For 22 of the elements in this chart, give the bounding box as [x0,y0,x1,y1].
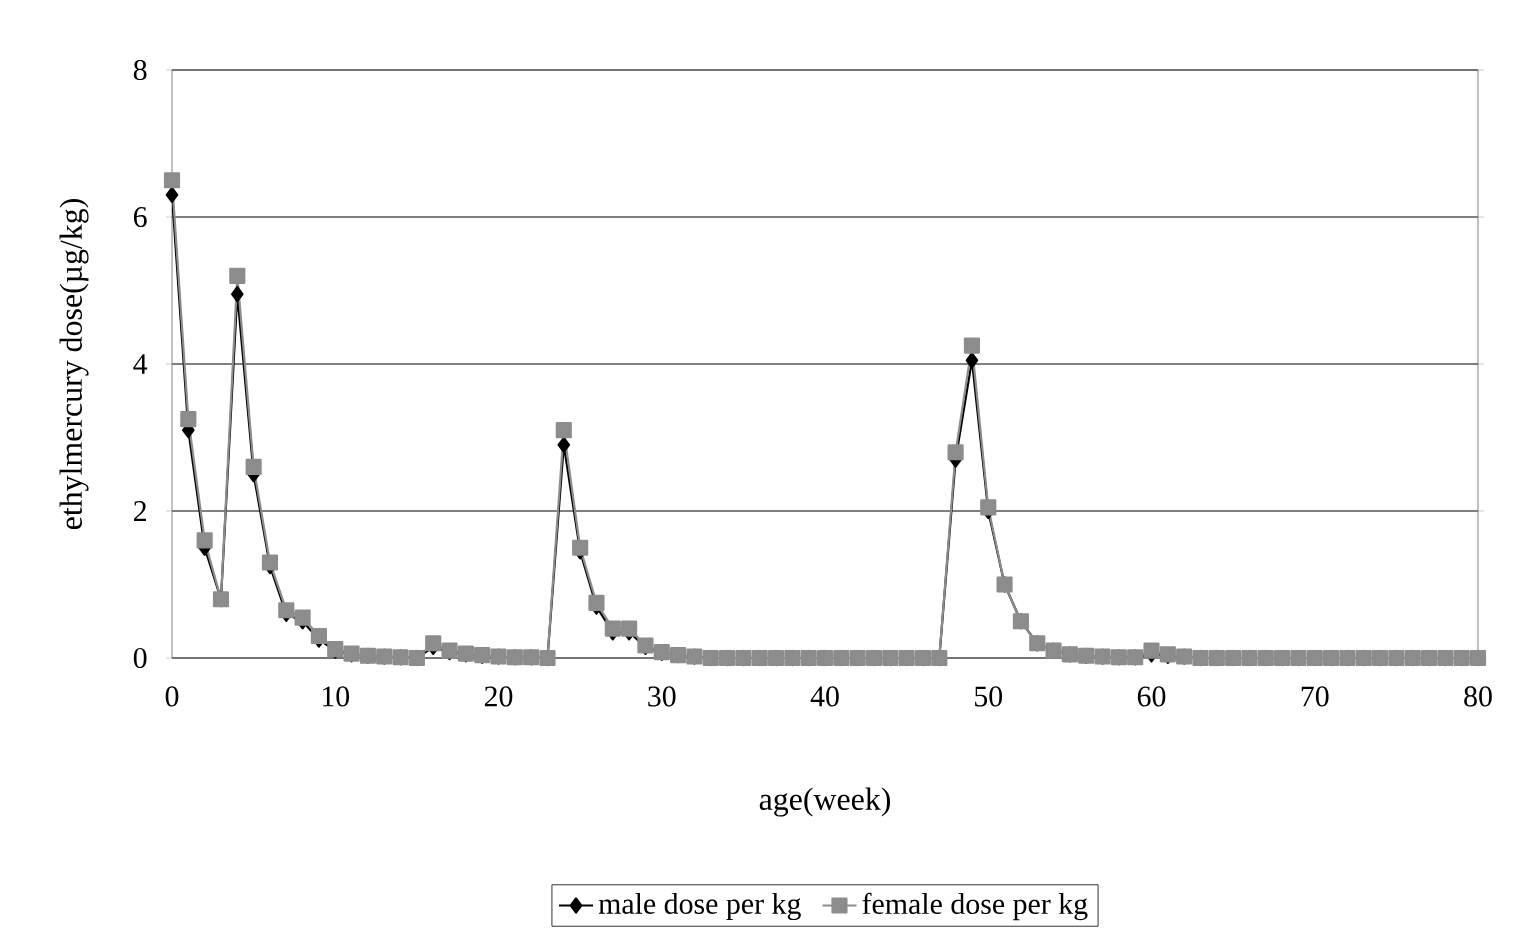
y-tick-label: 4 [133,354,148,374]
legend-label: male dose per kg [598,892,801,921]
y-tick-label: 2 [134,501,146,521]
y-axis-title: ethylmercury dose(µg/kg) [59,199,89,530]
x-tick-label: 20 [484,686,513,707]
x-tick-label: 40 [810,686,839,707]
y-tick-label: 8 [133,59,147,81]
point [165,186,179,204]
x-tick-label: 80 [1464,686,1492,707]
point [557,436,571,453]
x-tick-label: 30 [648,686,676,707]
x-tick-label: 10 [322,686,350,707]
x-tick-label: 0 [165,686,179,707]
x-tick-label: 70 [1301,686,1329,707]
point [230,286,244,303]
x-axis-title: age(week) [759,787,890,817]
point [965,352,979,369]
y-tick-label: 6 [133,206,147,228]
x-tick-label: 60 [1137,686,1166,707]
x-tick-label: 50 [975,686,1003,707]
y-tick-label: 0 [133,647,147,669]
legend-label: female dose per kg [862,892,1088,921]
